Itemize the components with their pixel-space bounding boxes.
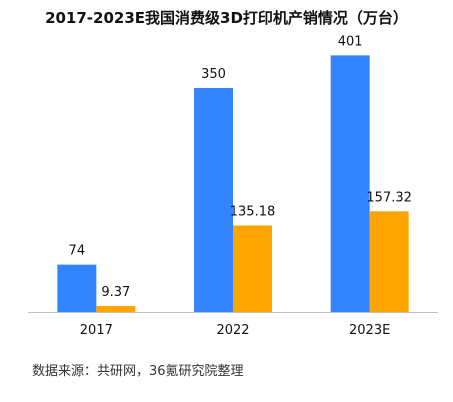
x-tick-label-2017: 2017 [80,323,113,338]
x-tick-label-2022: 2022 [216,323,249,338]
bar-series2-2023E [369,211,409,312]
bar-series1-2022 [194,88,233,312]
data-label-series2-2017: 9.37 [101,285,130,300]
data-label-series1-2017: 74 [69,244,86,259]
data-label-series2-2023E: 157.32 [366,190,412,205]
data-label-series1-2022: 350 [201,67,226,82]
chart-title: 2017-2023E我国消费级3D打印机产销情况（万台） [45,9,408,27]
source-note: 数据来源：共研网，36氪研究院整理 [32,364,244,379]
labels-layer: 74 9.37 350 135.18 401 157.32 [69,34,412,300]
bar-series2-2017 [96,306,136,312]
data-label-series2-2022: 135.18 [230,204,276,219]
x-tick-labels: 2017 2022 2023E [80,323,391,338]
bars-layer [57,55,409,313]
x-tick-label-2023E: 2023E [349,323,390,338]
data-label-series1-2023E: 401 [338,34,363,49]
bar-series1-2023E [330,55,370,313]
bar-series2-2022 [233,225,272,312]
bar-series1-2017 [57,264,97,312]
